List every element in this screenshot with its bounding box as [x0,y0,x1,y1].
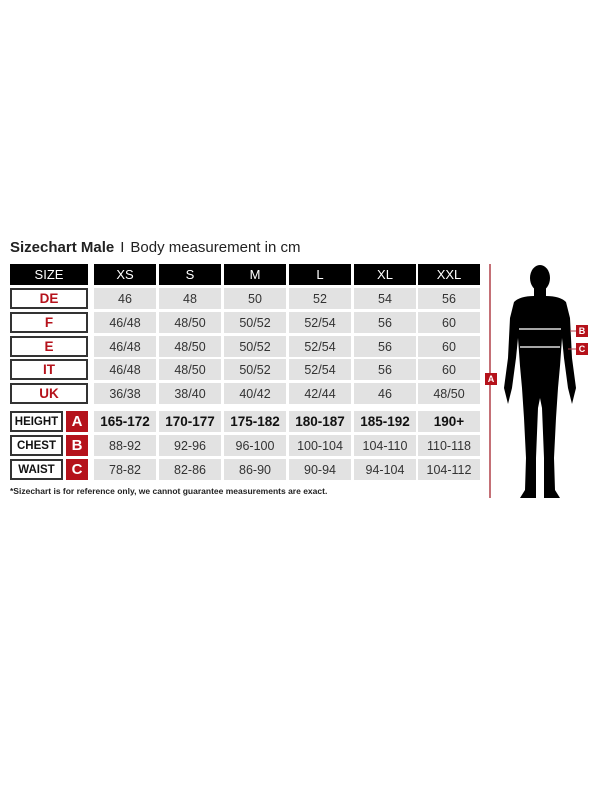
title-bold: Sizechart Male [10,239,115,256]
country-label: IT [10,359,88,380]
measurement-badge: B [66,435,88,456]
footnote: *Sizechart is for reference only, we can… [10,486,328,496]
country-label: F [10,312,88,333]
country-label: UK [10,383,88,404]
country-label: DE [10,288,88,309]
table-cell: 46/48 [94,312,156,333]
chest-marker: B [576,325,588,337]
size-column-header: XS [94,264,156,285]
measurement-label: HEIGHT [10,411,63,432]
table-cell: 42/44 [289,383,351,404]
table-cell: 96-100 [224,435,286,456]
table-cell: 54 [354,288,416,309]
table-cell: 52/54 [289,359,351,380]
measurement-badge: C [66,459,88,480]
table-cell: 52 [289,288,351,309]
table-cell: 46/48 [94,359,156,380]
size-column-header: S [159,264,221,285]
table-cell: 175-182 [224,411,286,432]
size-header: SIZE [10,264,88,285]
table-cell: 88-92 [94,435,156,456]
table-cell: 40/42 [224,383,286,404]
table-cell: 46 [94,288,156,309]
table-cell: 110-118 [418,435,480,456]
table-cell: 60 [418,336,480,357]
table-cell: 56 [354,336,416,357]
table-cell: 56 [354,312,416,333]
table-cell: 38/40 [159,383,221,404]
size-column-header: XXL [418,264,480,285]
table-cell: 180-187 [289,411,351,432]
man-silhouette-icon [504,265,576,498]
table-cell: 82-86 [159,459,221,480]
country-label: E [10,336,88,357]
table-cell: 50/52 [224,336,286,357]
table-cell: 104-112 [418,459,480,480]
table-cell: 48 [159,288,221,309]
table-cell: 52/54 [289,312,351,333]
table-cell: 60 [418,359,480,380]
table-cell: 100-104 [289,435,351,456]
table-cell: 90-94 [289,459,351,480]
table-cell: 104-110 [354,435,416,456]
table-cell: 185-192 [354,411,416,432]
table-cell: 50/52 [224,312,286,333]
body-figure [489,264,576,498]
table-cell: 170-177 [159,411,221,432]
table-cell: 46/48 [94,336,156,357]
table-cell: 46 [354,383,416,404]
measurement-label: WAIST [10,459,63,480]
table-cell: 60 [418,312,480,333]
table-cell: 86-90 [224,459,286,480]
table-cell: 190+ [418,411,480,432]
measurement-label: CHEST [10,435,63,456]
size-column-header: M [224,264,286,285]
table-cell: 48/50 [159,359,221,380]
table-cell: 56 [354,359,416,380]
measurement-badge: A [66,411,88,432]
page-title: Sizechart Male I Body measurement in cm [10,239,300,256]
table-cell: 94-104 [354,459,416,480]
table-cell: 48/50 [418,383,480,404]
table-cell: 78-82 [94,459,156,480]
table-cell: 50/52 [224,359,286,380]
table-cell: 48/50 [159,336,221,357]
table-cell: 92-96 [159,435,221,456]
size-column-header: XL [354,264,416,285]
table-cell: 165-172 [94,411,156,432]
table-cell: 56 [418,288,480,309]
height-marker: A [485,373,497,385]
table-cell: 36/38 [94,383,156,404]
size-column-header: L [289,264,351,285]
table-cell: 48/50 [159,312,221,333]
title-separator: I [120,239,125,256]
table-cell: 50 [224,288,286,309]
table-cell: 52/54 [289,336,351,357]
waist-marker: C [576,343,588,355]
title-subtitle: Body measurement in cm [130,239,301,256]
